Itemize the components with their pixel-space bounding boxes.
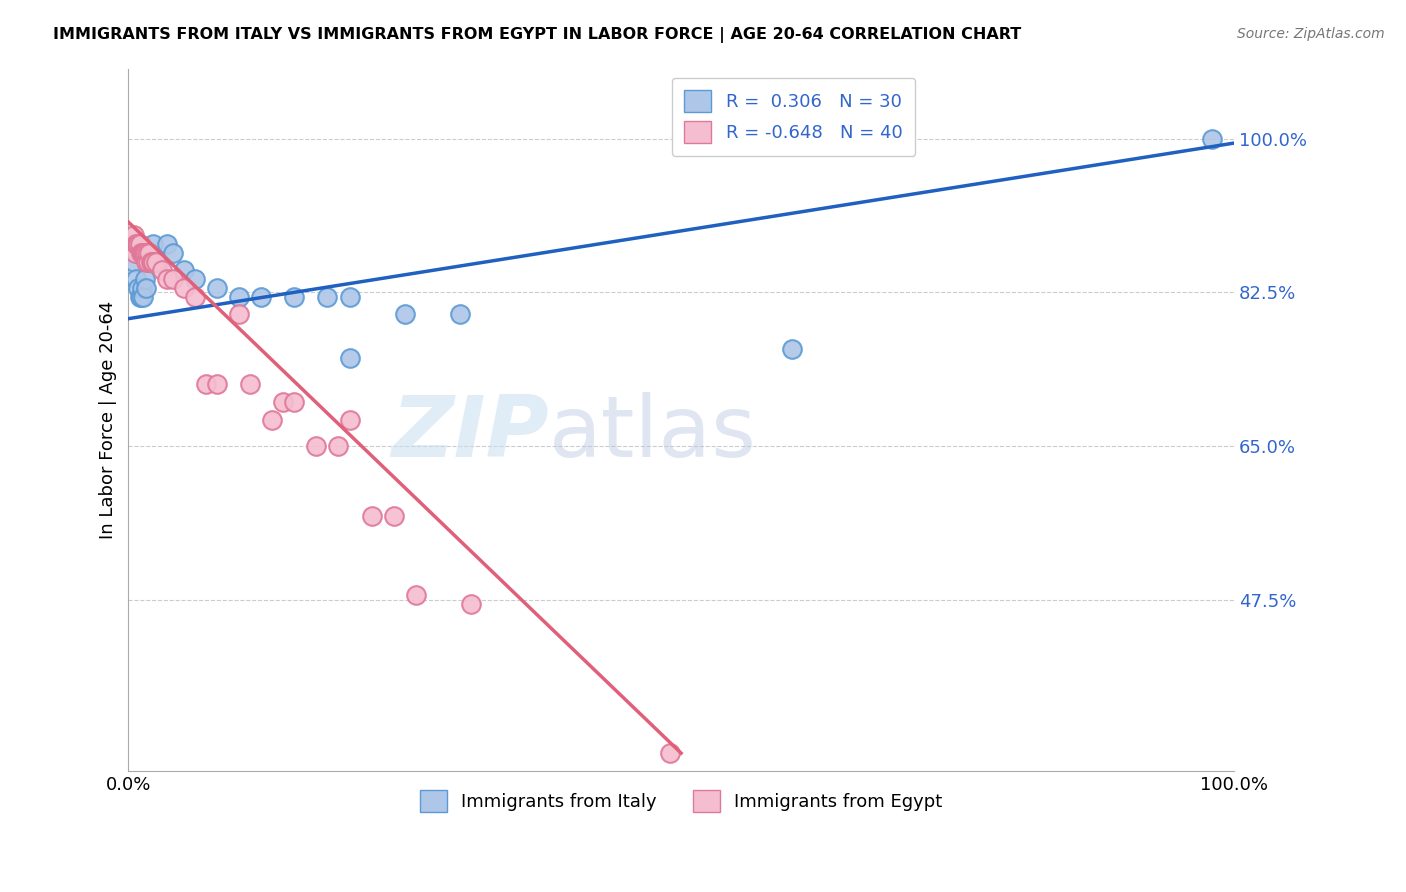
Text: atlas: atlas xyxy=(548,392,756,475)
Point xyxy=(136,245,159,260)
Point xyxy=(328,439,350,453)
Point xyxy=(127,245,149,260)
Point xyxy=(262,412,284,426)
Point xyxy=(271,395,294,409)
Point xyxy=(184,290,207,304)
Point xyxy=(239,377,262,392)
Point xyxy=(134,245,156,260)
Point xyxy=(139,254,162,268)
Y-axis label: In Labor Force | Age 20-64: In Labor Force | Age 20-64 xyxy=(100,301,117,539)
Point xyxy=(228,290,250,304)
Point xyxy=(283,290,305,304)
Point xyxy=(283,395,305,409)
Point xyxy=(141,254,163,268)
Point xyxy=(128,237,150,252)
Point xyxy=(148,254,170,268)
Point xyxy=(131,281,153,295)
Point xyxy=(135,281,157,295)
Point xyxy=(162,245,184,260)
Point xyxy=(139,245,162,260)
Point xyxy=(122,254,145,268)
Point xyxy=(250,290,273,304)
Point xyxy=(122,237,145,252)
Point xyxy=(162,272,184,286)
Point xyxy=(194,377,217,392)
Point xyxy=(142,254,165,268)
Point xyxy=(305,439,328,453)
Point xyxy=(382,509,405,524)
Point xyxy=(138,254,160,268)
Point xyxy=(316,290,339,304)
Text: ZIP: ZIP xyxy=(391,392,548,475)
Point xyxy=(135,254,157,268)
Point xyxy=(339,412,361,426)
Point xyxy=(127,237,149,252)
Point xyxy=(394,307,416,321)
Point xyxy=(205,281,228,295)
Point xyxy=(449,307,471,321)
Point xyxy=(184,272,207,286)
Point xyxy=(173,263,195,277)
Point xyxy=(780,343,803,357)
Point xyxy=(129,290,152,304)
Point xyxy=(138,254,160,268)
Point xyxy=(132,290,155,304)
Point xyxy=(131,245,153,260)
Point xyxy=(145,254,167,268)
Legend: Immigrants from Italy, Immigrants from Egypt: Immigrants from Italy, Immigrants from E… xyxy=(406,778,955,825)
Point xyxy=(129,245,152,260)
Point xyxy=(405,588,427,602)
Point xyxy=(156,237,179,252)
Point xyxy=(127,281,149,295)
Point xyxy=(145,254,167,268)
Point xyxy=(156,272,179,286)
Point xyxy=(150,263,173,277)
Point xyxy=(134,272,156,286)
Point xyxy=(125,272,148,286)
Point xyxy=(1201,132,1223,146)
Point xyxy=(132,245,155,260)
Point xyxy=(142,237,165,252)
Point xyxy=(205,377,228,392)
Point xyxy=(228,307,250,321)
Point xyxy=(138,245,160,260)
Point xyxy=(173,281,195,295)
Point xyxy=(127,237,149,252)
Point xyxy=(128,290,150,304)
Point xyxy=(132,245,155,260)
Point xyxy=(659,746,682,760)
Point xyxy=(125,237,148,252)
Point xyxy=(460,597,482,611)
Point xyxy=(339,351,361,366)
Point xyxy=(122,228,145,243)
Point xyxy=(360,509,382,524)
Point xyxy=(124,245,146,260)
Text: Source: ZipAtlas.com: Source: ZipAtlas.com xyxy=(1237,27,1385,41)
Text: IMMIGRANTS FROM ITALY VS IMMIGRANTS FROM EGYPT IN LABOR FORCE | AGE 20-64 CORREL: IMMIGRANTS FROM ITALY VS IMMIGRANTS FROM… xyxy=(53,27,1022,43)
Point xyxy=(339,290,361,304)
